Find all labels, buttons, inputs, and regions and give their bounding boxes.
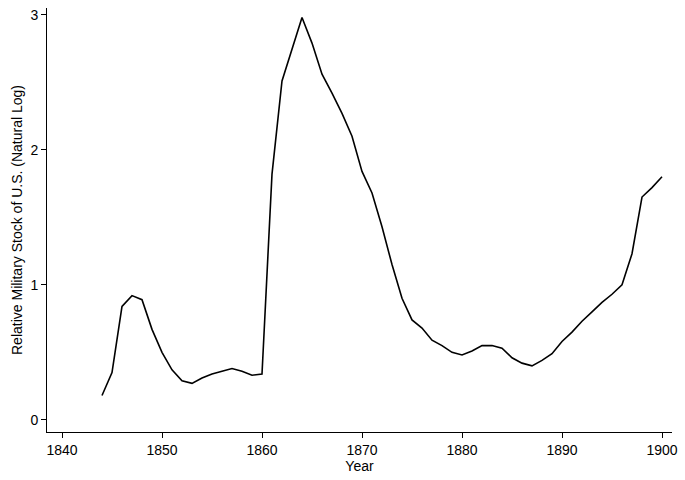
- svg-text:Relative Military Stock of U.S: Relative Military Stock of U.S. (Natural…: [9, 85, 25, 355]
- svg-text:1870: 1870: [346, 442, 377, 458]
- svg-text:1880: 1880: [446, 442, 477, 458]
- svg-text:1: 1: [30, 277, 38, 293]
- svg-text:0: 0: [30, 412, 38, 428]
- svg-text:Year: Year: [345, 458, 374, 474]
- svg-text:1840: 1840: [46, 442, 77, 458]
- svg-text:2: 2: [30, 142, 38, 158]
- svg-text:1860: 1860: [246, 442, 277, 458]
- svg-text:3: 3: [30, 7, 38, 23]
- svg-text:1890: 1890: [546, 442, 577, 458]
- svg-text:1900: 1900: [646, 442, 677, 458]
- svg-text:1850: 1850: [146, 442, 177, 458]
